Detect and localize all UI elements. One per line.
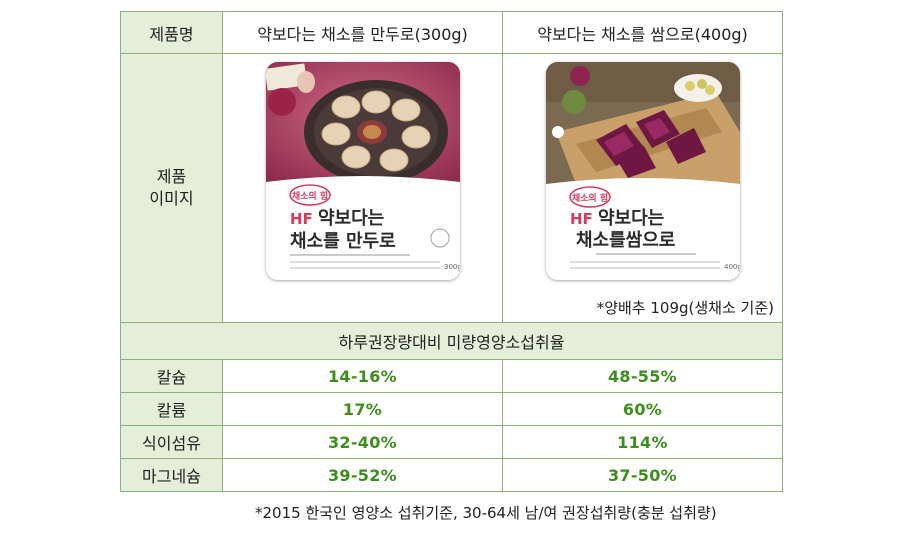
product-name-row: 제품명 약보다는 채소를 만두로(300g) 약보다는 채소를 쌈으로(400g… [120, 11, 783, 54]
product-name-dumpling: 약보다는 채소를 만두로(300g) [222, 11, 503, 54]
nutrient-intake-subheader: 하루권장량대비 미량영양소섭취율 [120, 322, 783, 360]
ssam-title-2: 채소를쌈으로 [576, 230, 675, 251]
product-image-header: 제품 이미지 [120, 53, 223, 323]
ssam-package-image: 채소의 힘 HF 약보다는 채소를쌈으로 400g [545, 62, 740, 280]
ssam-title-1: 약보다는 [598, 207, 664, 229]
image-label-line1: 제품 [156, 167, 187, 186]
product-name-ssam: 약보다는 채소를 쌈으로(400g) [502, 11, 783, 54]
svg-text:채소의 힘: 채소의 힘 [291, 190, 327, 202]
dumpling-weight: 300g [444, 263, 460, 271]
product-name-header: 제품명 [120, 11, 223, 54]
nutrient-label-calcium: 칼슘 [120, 359, 223, 393]
nutrient-label-fiber: 식이섬유 [120, 425, 223, 459]
ssam-weight: 400g [724, 263, 740, 271]
magnesium-value-ssam: 37-50% [502, 458, 783, 492]
table-row: 칼슘 14-16% 48-55% [120, 359, 783, 393]
magnesium-value-dumpling: 39-52% [222, 458, 503, 492]
table-row: 식이섬유 32-40% 114% [120, 425, 783, 459]
fiber-value-ssam: 114% [502, 425, 783, 459]
subheader-row: 하루권장량대비 미량영양소섭취율 [120, 322, 783, 360]
product-image-cell-dumpling: 채소의 힘 HF 약보다는 채소를 만두로 300g [222, 53, 503, 323]
table-row: 마그네슘 39-52% 37-50% [120, 458, 783, 492]
calcium-value-ssam: 48-55% [502, 359, 783, 393]
potassium-value-ssam: 60% [502, 392, 783, 426]
dumpling-package-image: 채소의 힘 HF 약보다는 채소를 만두로 300g [265, 62, 460, 280]
svg-text:채소의 힘: 채소의 힘 [571, 192, 607, 204]
calcium-value-dumpling: 14-16% [222, 359, 503, 393]
nutrition-comparison-table: 제품명 약보다는 채소를 만두로(300g) 약보다는 채소를 쌈으로(400g… [120, 11, 783, 492]
dumpling-title-2: 채소를 만두로 [290, 231, 396, 252]
dumpling-brand: HF [290, 210, 313, 228]
product-image-row: 제품 이미지 [120, 53, 783, 323]
product-image-cell-ssam: 채소의 힘 HF 약보다는 채소를쌈으로 400g *양배추 109g(생채소 … [502, 53, 783, 323]
image-label-line2: 이미지 [149, 189, 194, 208]
nutrient-label-potassium: 칼륨 [120, 392, 223, 426]
footnote: *2015 한국인 영양소 섭취기준, 30-64세 남/여 권장섭취량(충분 … [255, 504, 717, 522]
ssam-brand: HF [570, 210, 593, 228]
nutrient-label-magnesium: 마그네슘 [120, 458, 223, 492]
cabbage-note: *양배추 109g(생채소 기준) [596, 299, 774, 317]
dumpling-title-1: 약보다는 [318, 207, 384, 229]
potassium-value-dumpling: 17% [222, 392, 503, 426]
table-row: 칼륨 17% 60% [120, 392, 783, 426]
fiber-value-dumpling: 32-40% [222, 425, 503, 459]
